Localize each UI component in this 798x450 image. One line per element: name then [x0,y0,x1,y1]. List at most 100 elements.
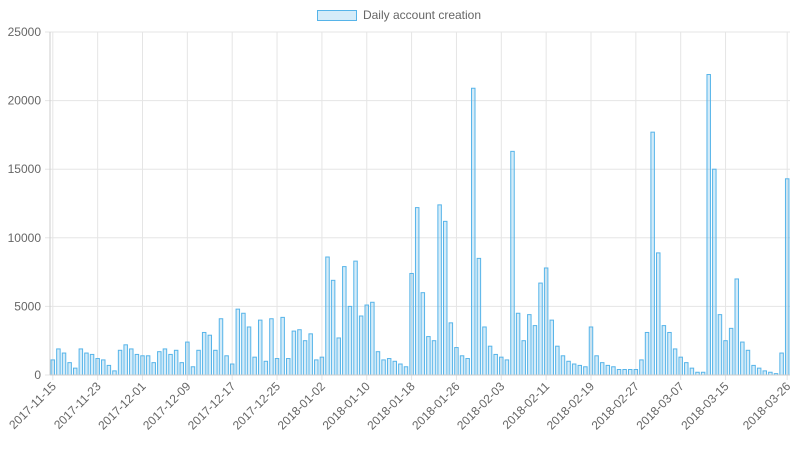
bar [302,340,308,376]
y-tick-label: 15000 [8,162,42,176]
grid-layer [45,31,790,380]
bar [392,360,398,376]
bar [426,336,431,376]
legend-label: Daily account creation [362,8,482,22]
bar [471,87,476,376]
bar [106,364,112,376]
bar [375,351,381,376]
bar [555,345,560,376]
bar [717,314,723,376]
chart-legend[interactable]: Daily account creation [0,8,798,22]
bar [448,322,454,376]
bar [84,352,89,376]
bar [611,366,616,376]
bar [459,355,465,376]
bar [712,168,717,376]
bar [644,331,650,376]
y-tick-label: 0 [34,368,41,382]
bar [650,131,655,376]
bar [151,362,156,376]
bar [527,314,532,376]
bar [173,349,179,376]
bar [185,341,190,376]
bar [61,352,67,376]
y-tick-label: 25000 [8,25,42,39]
bar [381,359,386,376]
bar [706,74,711,376]
bar [336,337,341,376]
bar [656,252,661,376]
bar [515,312,521,376]
y-tick-label: 10000 [8,231,42,245]
bar [740,341,745,376]
bar [129,348,134,376]
bar [95,358,100,376]
bar [414,207,420,376]
bar [661,325,667,376]
bar [521,340,526,376]
bar [476,257,482,376]
x-tick-label: 2018-02-03 [454,379,508,433]
bar [779,352,784,376]
bar [605,364,611,376]
bar [347,305,353,376]
bar [56,348,61,376]
bar [588,326,594,376]
bar [543,267,549,376]
y-tick-label: 5000 [14,299,41,313]
bar [213,349,218,376]
bar [179,362,184,376]
bar [117,349,123,376]
bar [319,356,325,376]
bar [493,353,498,376]
bar [72,367,78,376]
bar [454,347,459,376]
bar [78,348,84,376]
bar [684,362,689,376]
bar [566,360,571,376]
bar [689,367,695,376]
bar [297,329,302,376]
bar [616,369,622,376]
bar [123,344,128,376]
bar [67,362,72,376]
bar [224,355,229,376]
bar [728,327,734,376]
bar [342,266,347,376]
bar [622,369,627,376]
bar [229,363,235,376]
bar [442,220,448,376]
bar [599,362,605,376]
bar [465,358,470,376]
bar [218,318,224,376]
bar [627,369,633,376]
bar [538,282,543,376]
x-tick-label: 2018-03-26 [740,379,794,433]
bar [364,304,369,376]
y-tick-label: 20000 [8,94,42,108]
bar [325,256,330,376]
bar [667,331,672,376]
bar [420,292,426,376]
bar [246,326,252,376]
bar [560,355,566,376]
bar [168,353,173,376]
bar [252,356,257,376]
bar [370,301,375,376]
bar [353,260,358,376]
bar [499,356,504,376]
bar [50,359,56,376]
legend-swatch [316,9,357,21]
bar [112,370,117,376]
bar [482,326,487,376]
bar [235,308,241,376]
bar [196,349,201,376]
bar [134,353,140,376]
bar [532,325,538,376]
bar [577,364,583,376]
bar [437,204,442,376]
bar [330,279,336,376]
bar [639,359,644,376]
bar [386,358,392,376]
